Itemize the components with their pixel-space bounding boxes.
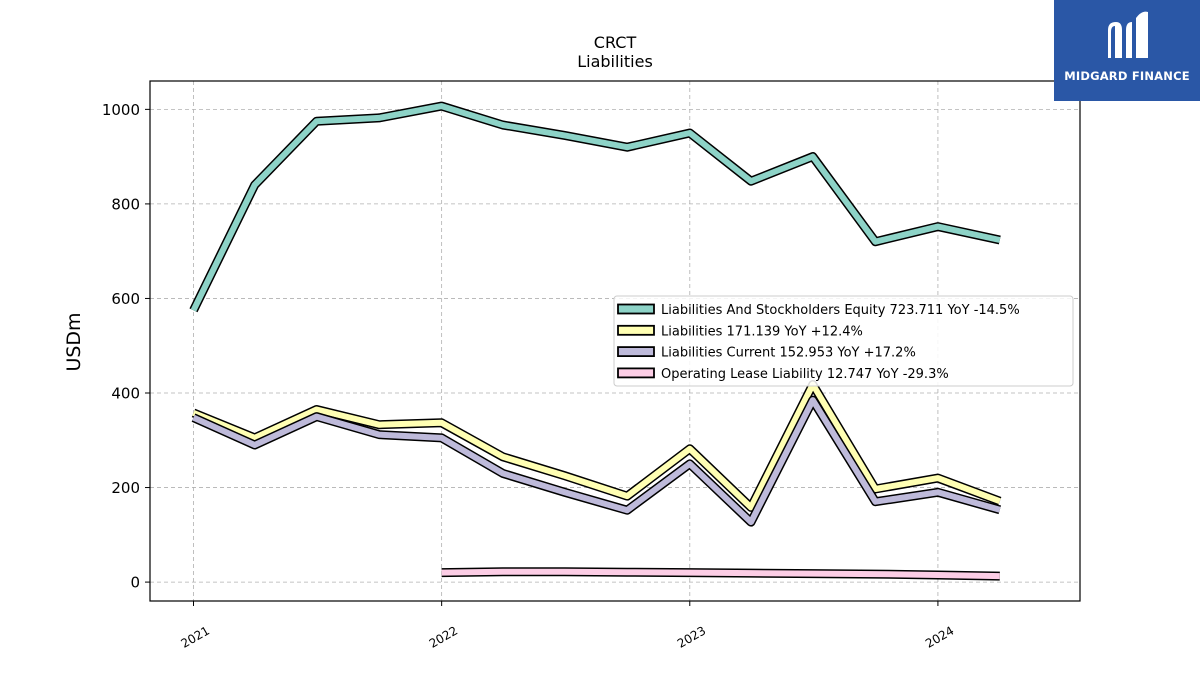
series-line-3: [441, 568, 1000, 580]
y-tick-label: 800: [111, 195, 140, 213]
brand-name: MIDGARD FINANCE: [1064, 69, 1190, 83]
series-lines: [189, 101, 1002, 581]
plot-frame: [149, 80, 1081, 602]
series-line-2: [192, 397, 1001, 526]
x-tick-label: 2021: [179, 623, 212, 650]
y-tick-label: 400: [111, 385, 140, 403]
x-tick-label: 2022: [427, 623, 460, 650]
chart-title: CRCT: [594, 33, 637, 52]
series-outline-0: [189, 101, 1001, 313]
midgard-finance-logo: MIDGARD FINANCE: [1054, 0, 1200, 101]
legend-swatch: [617, 367, 655, 379]
midgard-logo-icon: [1108, 11, 1148, 59]
y-tick-label: 600: [111, 290, 140, 308]
y-tick-label: 1000: [102, 101, 140, 119]
legend-entry: Liabilities 171.139 YoY +12.4%: [661, 324, 863, 339]
y-axis-label: USDm: [63, 312, 85, 371]
chart-subtitle: Liabilities: [577, 52, 653, 71]
legend-entry: Operating Lease Liability 12.747 YoY -29…: [661, 367, 949, 382]
series-line-1: [192, 381, 1001, 511]
y-tick-label: 200: [111, 479, 140, 497]
legend-entry: Liabilities Current 152.953 YoY +17.2%: [661, 346, 916, 361]
series-line-0: [190, 103, 1001, 312]
legend-entry: Liabilities And Stockholders Equity 723.…: [661, 303, 1020, 318]
x-tick-label: 2024: [923, 623, 956, 650]
legend: Liabilities And Stockholders Equity 723.…: [613, 295, 1074, 387]
x-tick-label: 2023: [675, 623, 708, 650]
legend-swatch: [617, 346, 655, 358]
legend-swatch: [617, 324, 655, 336]
y-tick-label: 0: [130, 574, 140, 592]
legend-swatch: [617, 303, 655, 315]
legend-box: [613, 295, 1074, 387]
